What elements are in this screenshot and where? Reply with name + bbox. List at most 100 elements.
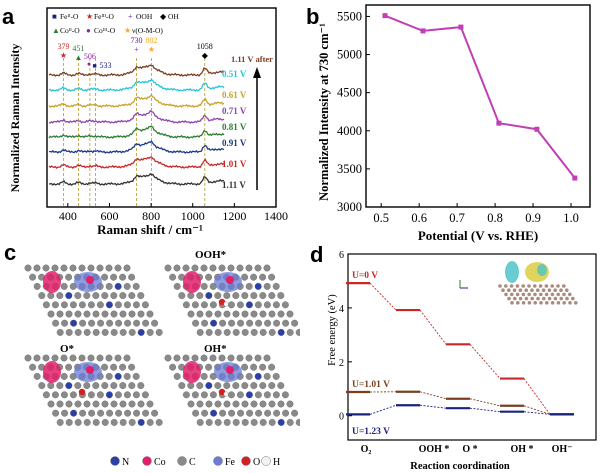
lattice-atom [210, 409, 218, 417]
peak-value-label: 379 [57, 42, 69, 51]
lattice-atom [60, 264, 68, 272]
lattice-atom [47, 400, 55, 408]
panel-a-xlabel: Raman shift / cm⁻¹ [97, 222, 203, 237]
inset-atom [568, 301, 572, 305]
lattice-atom [237, 319, 245, 327]
legend-entry: OOH [136, 12, 153, 21]
structure-label-o: O* [60, 343, 75, 355]
co-cluster [43, 271, 61, 293]
lattice-atom [83, 328, 91, 336]
inset-atom [524, 288, 528, 292]
inset-atom [538, 284, 543, 288]
lattice-atom [254, 391, 262, 399]
lattice-atom [273, 409, 281, 417]
lattice-atom [69, 301, 77, 309]
inset-atom [530, 288, 534, 292]
lattice-atom [277, 382, 285, 390]
y-tick-label: 4 [339, 304, 344, 315]
lattice-atom [219, 319, 227, 327]
reaction-step-label: OH * [510, 444, 533, 455]
peak-value-label: 1058 [197, 42, 213, 51]
reaction-step-label: O * [462, 444, 477, 455]
lattice-atom [65, 273, 73, 281]
lattice-atom [119, 400, 127, 408]
lattice-atom [182, 301, 190, 309]
lattice-atom [277, 400, 285, 408]
x-tick-label: 1200 [222, 209, 246, 223]
inset-atom [550, 292, 555, 297]
lattice-atom [277, 418, 285, 426]
lattice-atom [137, 328, 145, 336]
inset-atom [547, 288, 552, 292]
panel-a-plot-frame [46, 7, 277, 208]
y-tick-label: 5000 [337, 48, 362, 62]
lattice-atom [268, 292, 276, 300]
lattice-atom [205, 328, 213, 336]
atom-legend-label: H [273, 457, 280, 468]
lattice-atom [268, 418, 276, 426]
lattice-atom [187, 310, 195, 318]
peak-value-label: 506 [84, 52, 96, 61]
inset-atom [556, 284, 560, 288]
lattice-atom [223, 292, 231, 300]
lattice-atom [29, 363, 37, 371]
atom-legend-label: O [253, 457, 260, 468]
lattice-atom [96, 354, 104, 362]
lattice-atom [51, 354, 59, 362]
inset-atom [521, 292, 526, 297]
atom-legend-swatch [213, 456, 223, 466]
lattice-atom [119, 328, 127, 336]
lattice-atom [146, 310, 154, 318]
panel-a-label: a [2, 4, 15, 29]
peak-marker-icon: ● [87, 60, 91, 68]
atom-legend-swatch [177, 456, 187, 466]
inset-atom [513, 296, 517, 301]
inset-atom [518, 296, 523, 301]
inset-atom [512, 288, 517, 292]
lattice-atom [196, 292, 204, 300]
inset-atom [504, 292, 508, 297]
catalyst-structure [164, 354, 300, 426]
peak-marker-icon: ▲ [74, 53, 82, 62]
y-tick-label: 4000 [337, 124, 362, 138]
lattice-atom [52, 409, 60, 417]
raman-curve [48, 156, 225, 170]
lattice-atom [105, 282, 113, 290]
series-label: U=1.23 V [352, 427, 390, 437]
panel-d-free-energy-chart: d 0 2 4 6 U=0 V U=1.01 V U=1.23 V O₂ OOH * O * O… [310, 242, 597, 472]
lattice-atom [232, 310, 240, 318]
inset-atom [501, 288, 505, 292]
x-tick-label: 0.5 [373, 211, 389, 225]
lattice-atom [272, 372, 280, 380]
lattice-atom [69, 264, 77, 272]
lattice-atom [236, 264, 244, 272]
inset-atom [568, 292, 572, 297]
inset-atom [527, 284, 531, 288]
lattice-atom [92, 310, 100, 318]
co-atom [226, 366, 234, 374]
lattice-atom [205, 418, 213, 426]
inset-atom [571, 296, 575, 301]
lattice-atom [128, 328, 136, 336]
charge-density-blob [537, 264, 547, 276]
lattice-atom [282, 319, 290, 327]
inset-atom [553, 288, 557, 292]
lattice-atom [47, 292, 55, 300]
inset-atom [562, 284, 566, 288]
legend-symbol-icon: + [128, 12, 133, 21]
energy-connector [523, 411, 551, 415]
lattice-atom [232, 328, 240, 336]
lattice-atom [223, 328, 231, 336]
lattice-atom [74, 400, 82, 408]
lattice-atom [214, 400, 222, 408]
lattice-atom [60, 282, 68, 290]
lattice-atom [97, 409, 105, 417]
lattice-atom [259, 292, 267, 300]
panel-d-ylabel: Free energy (eV) [327, 294, 338, 366]
co-atom [226, 276, 234, 284]
x-tick-label: 0.9 [525, 211, 541, 225]
lattice-atom [132, 301, 140, 309]
peak-marker-icon: ★ [148, 45, 155, 54]
lattice-atom [42, 301, 50, 309]
lattice-atom [182, 264, 190, 272]
